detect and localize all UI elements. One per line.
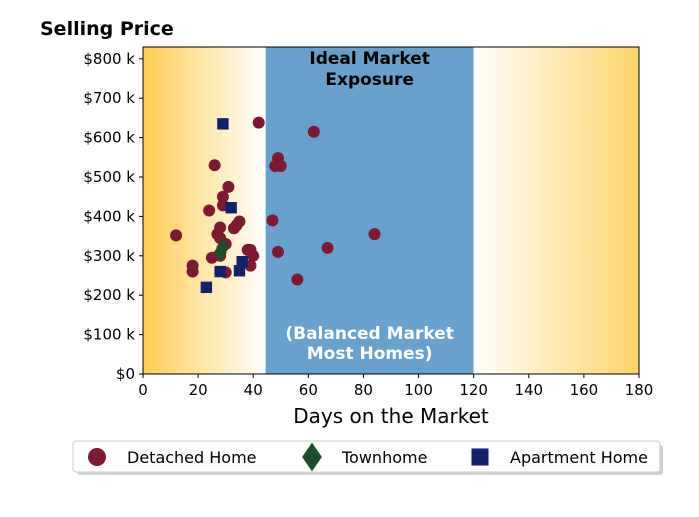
y-tick-label: $300 k bbox=[83, 247, 135, 265]
data-point-square bbox=[236, 256, 248, 268]
data-point-circle bbox=[247, 249, 260, 262]
x-tick-label: 20 bbox=[189, 381, 208, 399]
band-label-bottom-line: (Balanced Market bbox=[285, 324, 454, 344]
y-tick-label: $100 k bbox=[83, 326, 135, 344]
legend-marker-circle bbox=[88, 448, 106, 466]
legend: Detached Home Townhome Apartment Home bbox=[72, 440, 663, 475]
y-tick-label: $600 k bbox=[83, 129, 135, 147]
data-point-circle bbox=[368, 228, 381, 241]
x-axis-label: Days on the Market bbox=[293, 404, 489, 428]
data-point-circle bbox=[214, 221, 227, 234]
data-point-circle bbox=[321, 241, 334, 254]
data-point-circle bbox=[203, 204, 216, 217]
band-label-top-line: Exposure bbox=[325, 70, 414, 90]
data-point-circle bbox=[233, 215, 246, 228]
legend-marker-square bbox=[471, 448, 489, 466]
series-detached-home bbox=[170, 116, 381, 286]
series-apartment-home bbox=[200, 118, 248, 294]
data-point-circle bbox=[272, 245, 285, 258]
background-band-2 bbox=[265, 47, 474, 374]
x-tick-label: 0 bbox=[138, 381, 148, 399]
series-townhome bbox=[213, 237, 230, 263]
x-tick-label: 140 bbox=[514, 381, 543, 399]
x-tick-label: 160 bbox=[570, 381, 599, 399]
x-tick-label: 180 bbox=[625, 381, 654, 399]
chart-title: Selling Price bbox=[40, 18, 174, 40]
data-point-circle bbox=[208, 159, 221, 172]
data-point-square bbox=[200, 281, 213, 294]
x-tick-label: 60 bbox=[299, 381, 318, 399]
data-point-diamond bbox=[216, 237, 230, 257]
data-point-square bbox=[233, 265, 246, 277]
data-point-circle bbox=[291, 273, 304, 286]
data-point-circle bbox=[216, 190, 229, 203]
data-point-circle bbox=[274, 159, 287, 172]
x-tick-label: 80 bbox=[354, 381, 373, 399]
data-point-circle bbox=[266, 214, 279, 227]
x-tick-label: 40 bbox=[244, 381, 263, 399]
data-point-square bbox=[214, 265, 226, 278]
y-tick-label: $0 bbox=[116, 365, 135, 383]
y-tick-label: $500 k bbox=[83, 168, 135, 186]
data-point-circle bbox=[307, 125, 320, 138]
legend-label: Apartment Home bbox=[510, 448, 648, 467]
x-tick-label: 120 bbox=[459, 381, 488, 399]
band-label-bottom-line: Most Homes) bbox=[307, 344, 433, 364]
legend-label: Detached Home bbox=[127, 448, 257, 467]
data-point-square bbox=[225, 202, 237, 214]
y-tick-label: $400 k bbox=[83, 207, 135, 225]
y-tick-label: $700 k bbox=[83, 89, 135, 107]
legend-label: Townhome bbox=[341, 448, 427, 467]
data-point-circle bbox=[252, 116, 265, 129]
background-band-3 bbox=[473, 47, 639, 374]
plot-frame bbox=[142, 46, 640, 375]
x-tick-label: 100 bbox=[404, 381, 433, 399]
data-point-circle bbox=[222, 180, 235, 193]
band-label-top-line: Ideal Market bbox=[309, 49, 430, 69]
legend-marker-diamond bbox=[302, 442, 322, 472]
data-point-circle bbox=[170, 229, 183, 242]
y-tick-label: $800 k bbox=[83, 50, 135, 68]
data-point-square bbox=[217, 118, 229, 130]
data-point-circle bbox=[186, 265, 199, 278]
y-tick-label: $200 k bbox=[83, 286, 135, 304]
